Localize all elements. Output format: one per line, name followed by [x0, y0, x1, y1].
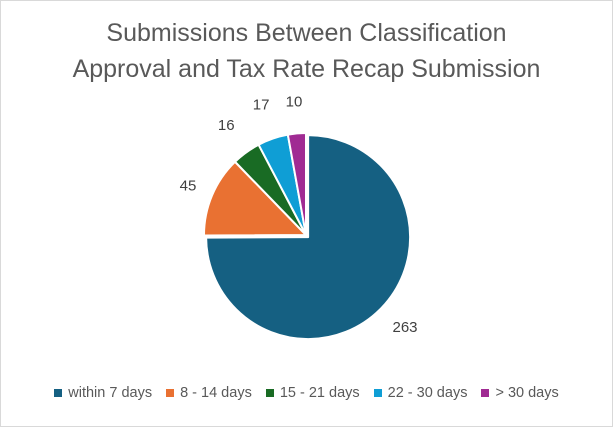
legend-swatch — [373, 389, 382, 397]
legend-item-15-21-days: 15 - 21 days — [265, 385, 360, 401]
legend-item-over-30-days: > 30 days — [481, 385, 559, 401]
legend-label: within 7 days — [68, 385, 153, 401]
legend-item-8-14-days: 8 - 14 days — [166, 385, 252, 401]
chart-title-line-1: Submissions Between Classification — [106, 19, 507, 47]
legend-label: 22 - 30 days — [387, 385, 468, 401]
pie-slice-30-days — [286, 132, 307, 236]
legend-swatch — [481, 389, 490, 397]
legend-swatch — [166, 389, 175, 397]
data-label: 263 — [392, 319, 417, 336]
legend-swatch — [265, 389, 274, 397]
legend-item-22-30-days: 22 - 30 days — [373, 385, 468, 401]
data-label: 10 — [286, 94, 303, 111]
data-label: 17 — [253, 96, 270, 113]
chart-title-line-2: Approval and Tax Rate Recap Submission — [72, 55, 541, 83]
legend-label: 15 - 21 days — [279, 385, 360, 401]
chart-title: Submissions Between Classification Appro… — [1, 15, 612, 87]
data-label: 16 — [218, 117, 235, 134]
pie-slice-within-7-days — [205, 134, 412, 341]
legend-item-within-7-days: within 7 days — [54, 385, 152, 401]
legend-label: > 30 days — [495, 385, 559, 401]
pie-slice-8-14-days — [203, 160, 307, 237]
legend: within 7 days 8 - 14 days 15 - 21 days 2… — [1, 385, 612, 401]
legend-swatch — [54, 389, 63, 397]
legend-label: 8 - 14 days — [180, 385, 252, 401]
data-label: 45 — [180, 177, 197, 194]
